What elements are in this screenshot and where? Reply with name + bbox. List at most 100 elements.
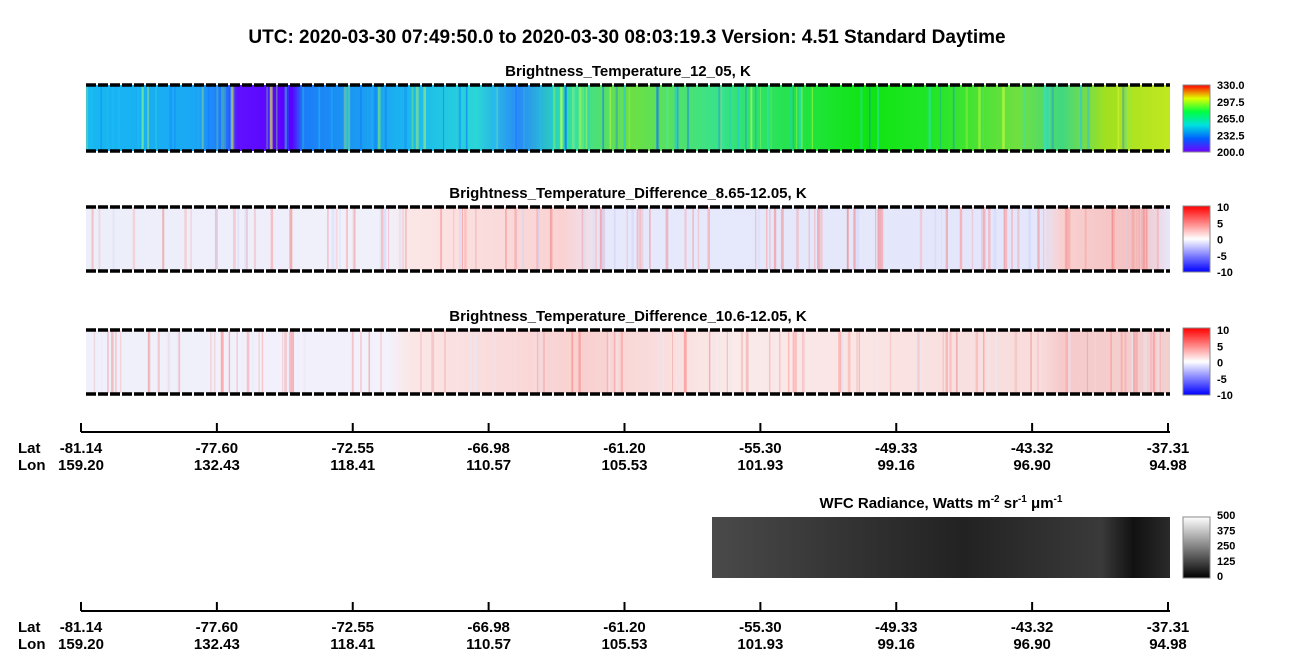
texture-streak bbox=[538, 85, 541, 151]
lat-tick-label: -77.60 bbox=[196, 440, 239, 457]
lat-tick-label: -66.98 bbox=[467, 619, 510, 636]
texture-streak bbox=[461, 207, 463, 270]
title-sup: -1 bbox=[1018, 494, 1027, 505]
texture-streak bbox=[550, 207, 552, 270]
texture-streak bbox=[184, 207, 187, 270]
title-part: WFC Radiance, Watts m bbox=[820, 495, 991, 512]
texture-streak bbox=[327, 207, 329, 270]
texture-streak bbox=[147, 330, 151, 393]
texture-streak bbox=[588, 85, 590, 151]
texture-streak bbox=[276, 85, 278, 151]
texture-streak bbox=[496, 85, 498, 151]
texture-streak bbox=[1079, 85, 1083, 151]
lon-tick-label: 132.43 bbox=[194, 636, 240, 653]
texture-streak bbox=[800, 85, 803, 151]
texture-streak bbox=[535, 330, 538, 393]
colorbar-tick-label: 250 bbox=[1217, 541, 1235, 553]
colorbar-tick-label: 10 bbox=[1217, 202, 1229, 214]
texture-streak bbox=[353, 207, 356, 270]
colorbar bbox=[1182, 84, 1211, 153]
texture-streak bbox=[684, 85, 686, 151]
texture-streak bbox=[1022, 85, 1025, 151]
texture-streak bbox=[713, 330, 715, 393]
texture-streak bbox=[965, 85, 968, 151]
texture-streak bbox=[729, 85, 731, 151]
lon-tick-label: 96.90 bbox=[1013, 457, 1051, 474]
texture-streak bbox=[190, 207, 192, 270]
lat-label: Lat bbox=[18, 440, 41, 457]
colorbar bbox=[1182, 327, 1211, 396]
texture-streak bbox=[719, 85, 722, 151]
texture-streak bbox=[1141, 207, 1145, 270]
lat-tick-label: -49.33 bbox=[875, 619, 918, 636]
texture-streak bbox=[729, 330, 732, 393]
bt-image bbox=[86, 85, 1170, 151]
texture-streak bbox=[945, 330, 949, 393]
texture-streak bbox=[1004, 207, 1008, 270]
texture-streak bbox=[994, 330, 998, 393]
colorbar-tick-label: 125 bbox=[1217, 556, 1235, 568]
texture-streak bbox=[564, 85, 567, 151]
texture-streak bbox=[750, 85, 753, 151]
texture-streak bbox=[505, 207, 507, 270]
texture-streak bbox=[1122, 85, 1125, 151]
texture-streak bbox=[168, 330, 170, 393]
texture-streak bbox=[623, 85, 626, 151]
lat-tick-label: -61.20 bbox=[603, 619, 646, 636]
texture-streak bbox=[112, 85, 114, 151]
texture-streak bbox=[494, 85, 497, 151]
lat-tick-label: -55.30 bbox=[739, 440, 782, 457]
texture-streak bbox=[602, 207, 605, 270]
texture-streak bbox=[232, 207, 235, 270]
texture-streak bbox=[1064, 207, 1068, 270]
texture-streak bbox=[672, 330, 674, 393]
texture-streak bbox=[197, 85, 200, 151]
texture-streak bbox=[289, 207, 293, 270]
lat-label: Lat bbox=[18, 619, 41, 636]
texture-streak bbox=[766, 85, 769, 151]
texture-streak bbox=[549, 85, 552, 151]
texture-streak bbox=[379, 207, 383, 270]
colorbar-tick-label: -5 bbox=[1217, 251, 1227, 263]
texture-streak bbox=[253, 207, 257, 270]
texture-streak bbox=[268, 85, 270, 151]
texture-streak bbox=[792, 85, 794, 151]
texture-streak bbox=[210, 330, 212, 393]
texture-streak bbox=[457, 330, 459, 393]
texture-streak bbox=[628, 85, 631, 151]
texture-streak bbox=[839, 330, 843, 393]
texture-streak bbox=[107, 330, 109, 393]
texture-streak bbox=[90, 85, 93, 151]
texture-streak bbox=[993, 207, 997, 270]
panel-title: Brightness_Temperature_12_05, K bbox=[505, 63, 751, 80]
colorbar-tick-label: 232.5 bbox=[1217, 130, 1245, 142]
texture-streak bbox=[841, 330, 844, 393]
texture-streak bbox=[1037, 330, 1039, 393]
texture-streak bbox=[112, 207, 115, 270]
texture-streak bbox=[983, 330, 985, 393]
texture-streak bbox=[856, 207, 860, 270]
lat-tick-label: -55.30 bbox=[739, 619, 782, 636]
texture-streak bbox=[515, 207, 518, 270]
texture-streak bbox=[1136, 330, 1138, 393]
texture-streak bbox=[769, 207, 771, 270]
lon-tick-label: 96.90 bbox=[1013, 636, 1051, 653]
texture-streak bbox=[737, 85, 740, 151]
texture-streak bbox=[1150, 330, 1153, 393]
texture-streak bbox=[1143, 207, 1145, 270]
texture-streak bbox=[220, 330, 224, 393]
texture-streak bbox=[868, 85, 871, 151]
texture-streak bbox=[881, 207, 884, 270]
texture-streak bbox=[1145, 330, 1148, 393]
lat-tick-label: -37.31 bbox=[1147, 440, 1190, 457]
lat-tick-label: -72.55 bbox=[331, 440, 374, 457]
texture-streak bbox=[241, 330, 244, 393]
texture-streak bbox=[398, 207, 402, 270]
texture-streak bbox=[1131, 207, 1135, 270]
texture-streak bbox=[458, 207, 462, 270]
texture-streak bbox=[820, 207, 823, 270]
colorbar-tick-label: 330.0 bbox=[1217, 80, 1245, 92]
texture-streak bbox=[284, 85, 287, 151]
btd1-image bbox=[86, 207, 1170, 270]
texture-streak bbox=[846, 207, 849, 270]
